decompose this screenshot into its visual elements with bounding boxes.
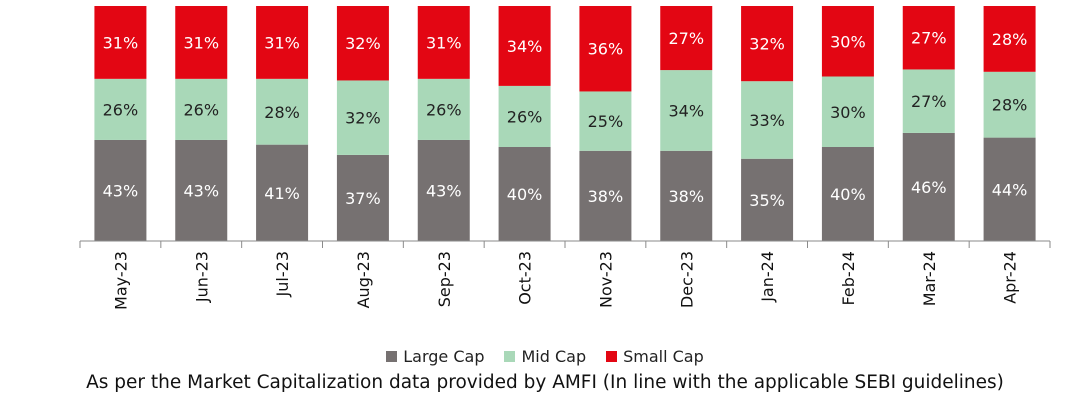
legend-swatch-mid-cap [504, 351, 516, 362]
bar-large-cap-jul-23 [256, 144, 309, 241]
data-label-small-cap-jun-23: 31% [183, 33, 219, 52]
bar-small-cap-nov-23 [579, 6, 632, 92]
bar-small-cap-jul-23 [256, 6, 309, 79]
data-label-mid-cap-jul-23: 28% [264, 103, 300, 122]
bar-mid-cap-dec-23 [660, 70, 713, 151]
x-tick-label-jan-24: Jan-24 [758, 251, 777, 303]
x-tick-label-jul-23: Jul-23 [273, 251, 292, 297]
bar-small-cap-sep-23 [417, 6, 470, 79]
legend-item-small-cap: Small Cap [606, 347, 704, 366]
data-label-mid-cap-sep-23: 26% [426, 100, 462, 119]
data-label-large-cap-aug-23: 37% [345, 189, 381, 208]
data-label-mid-cap-nov-23: 25% [588, 112, 624, 131]
x-tick-label-apr-24: Apr-24 [1001, 251, 1020, 304]
x-tick-label-sep-23: Sep-23 [435, 251, 454, 307]
legend-label-large-cap: Large Cap [403, 347, 485, 366]
legend: Large Cap Mid Cap Small Cap [0, 347, 1090, 366]
bar-small-cap-jan-24 [741, 6, 794, 82]
data-label-large-cap-oct-23: 40% [507, 185, 543, 204]
data-label-small-cap-jan-24: 32% [749, 35, 785, 54]
footnote: As per the Market Capitalization data pr… [86, 372, 1004, 393]
bar-small-cap-may-23 [94, 6, 147, 79]
bar-large-cap-nov-23 [579, 150, 632, 241]
legend-swatch-large-cap [386, 351, 398, 362]
x-axis: May-23 Jun-23 Jul-23 Aug-23 Sep-23 Oct-23 Nov-… [79, 240, 1051, 310]
bar-mid-cap-jul-23 [256, 78, 309, 145]
bar-mid-cap-aug-23 [336, 80, 389, 155]
bar-mid-cap-apr-24 [983, 71, 1036, 138]
data-label-large-cap-mar-24: 46% [911, 178, 947, 197]
bar-large-cap-jun-23 [175, 139, 228, 241]
data-label-large-cap-jun-23: 43% [183, 181, 219, 200]
bar-small-cap-oct-23 [498, 6, 551, 86]
bar-large-cap-may-23 [94, 139, 147, 241]
bar-mid-cap-mar-24 [902, 69, 955, 133]
data-label-mid-cap-feb-24: 30% [830, 103, 866, 122]
data-label-small-cap-jul-23: 31% [264, 33, 300, 52]
bar-mid-cap-jan-24 [741, 81, 794, 159]
data-label-mid-cap-jun-23: 26% [183, 100, 219, 119]
data-label-small-cap-sep-23: 31% [426, 33, 462, 52]
data-label-mid-cap-jan-24: 33% [749, 111, 785, 130]
bar-small-cap-dec-23 [660, 6, 713, 71]
bar-mid-cap-nov-23 [579, 91, 632, 151]
bar-small-cap-apr-24 [983, 6, 1036, 72]
data-label-small-cap-aug-23: 32% [345, 34, 381, 53]
data-label-small-cap-dec-23: 27% [668, 29, 704, 48]
data-label-mid-cap-dec-23: 34% [668, 101, 704, 120]
x-tick-label-dec-23: Dec-23 [677, 251, 696, 308]
legend-label-mid-cap: Mid Cap [521, 347, 587, 366]
x-tick-label-jun-23: Jun-23 [192, 251, 211, 303]
bar-small-cap-mar-24 [902, 6, 955, 70]
data-label-small-cap-oct-23: 34% [507, 37, 543, 56]
data-label-large-cap-sep-23: 43% [426, 181, 462, 200]
legend-label-small-cap: Small Cap [623, 347, 704, 366]
bar-small-cap-feb-24 [821, 6, 874, 77]
x-tick-label-oct-23: Oct-23 [516, 251, 535, 305]
bar-mid-cap-sep-23 [417, 78, 470, 140]
bar-mid-cap-oct-23 [498, 85, 551, 147]
data-label-small-cap-nov-23: 36% [588, 40, 624, 59]
bar-small-cap-jun-23 [175, 6, 228, 79]
data-label-large-cap-feb-24: 40% [830, 185, 866, 204]
data-label-mid-cap-oct-23: 26% [507, 107, 543, 126]
stacked-bar-chart: 43% 26% 31% 43% 26% 31% 41% 28% 31% 37% 32% 32% 43% 2… [79, 6, 1051, 310]
legend-swatch-small-cap [606, 351, 618, 362]
x-tick-label-aug-23: Aug-23 [354, 251, 373, 308]
data-label-mid-cap-may-23: 26% [103, 100, 139, 119]
bar-small-cap-aug-23 [336, 6, 389, 81]
data-label-large-cap-dec-23: 38% [668, 187, 704, 206]
data-label-large-cap-may-23: 43% [103, 181, 139, 200]
bar-large-cap-dec-23 [660, 150, 713, 241]
bar-mid-cap-feb-24 [821, 76, 874, 147]
data-label-mid-cap-mar-24: 27% [911, 92, 947, 111]
x-tick-label-feb-24: Feb-24 [839, 251, 858, 305]
bar-mid-cap-jun-23 [175, 78, 228, 140]
data-label-small-cap-may-23: 31% [103, 33, 139, 52]
bar-large-cap-mar-24 [902, 132, 955, 241]
data-label-small-cap-apr-24: 28% [992, 30, 1028, 49]
bars-layer: 43% 26% 31% 43% 26% 31% 41% 28% 31% 37% 32% 32% 43% 2… [94, 6, 1036, 241]
bar-large-cap-oct-23 [498, 147, 551, 241]
data-label-mid-cap-apr-24: 28% [992, 96, 1028, 115]
data-label-large-cap-jul-23: 41% [264, 184, 300, 203]
data-label-large-cap-nov-23: 38% [588, 187, 624, 206]
bar-large-cap-sep-23 [417, 139, 470, 241]
bar-large-cap-aug-23 [336, 154, 389, 241]
legend-item-large-cap: Large Cap [386, 347, 484, 366]
x-tick-label-nov-23: Nov-23 [596, 251, 615, 308]
x-tick-label-mar-24: Mar-24 [920, 251, 939, 306]
legend-item-mid-cap: Mid Cap [504, 347, 586, 366]
x-tick-label-may-23: May-23 [111, 251, 130, 310]
bar-large-cap-apr-24 [983, 137, 1036, 241]
data-label-small-cap-feb-24: 30% [830, 32, 866, 51]
data-label-mid-cap-aug-23: 32% [345, 109, 381, 128]
data-label-small-cap-mar-24: 27% [911, 29, 947, 48]
bar-large-cap-feb-24 [821, 147, 874, 241]
data-label-large-cap-jan-24: 35% [749, 191, 785, 210]
data-label-large-cap-apr-24: 44% [992, 180, 1028, 199]
bar-large-cap-jan-24 [741, 158, 794, 241]
bar-mid-cap-may-23 [94, 78, 147, 140]
